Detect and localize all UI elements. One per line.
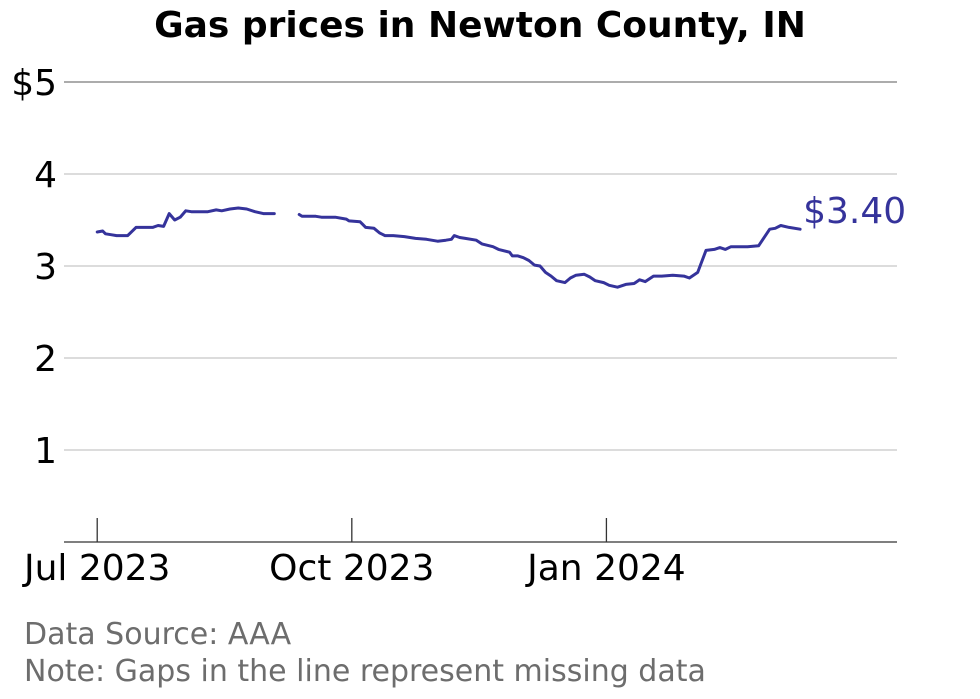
labels: $5 4 3 2 1 Jul 2023 Oct 2023 Jan 2024 $3.40 [11, 63, 906, 589]
missing-data-note: Note: Gaps in the line represent missing… [24, 654, 706, 689]
y-tick-label: 4 [34, 155, 57, 196]
x-tick-label: Oct 2023 [269, 548, 434, 589]
price-line [95, 206, 802, 289]
y-tick-label: 3 [34, 247, 57, 288]
gridlines [64, 81, 897, 451]
x-tick-label: Jul 2023 [22, 548, 171, 589]
y-tick-label: $5 [11, 63, 57, 104]
data-source-note: Data Source: AAA [24, 617, 292, 652]
end-value-label: $3.40 [803, 191, 906, 232]
price-line-segment [297, 213, 802, 289]
line-chart: $5 4 3 2 1 Jul 2023 Oct 2023 Jan 2024 $3.40 [11, 63, 906, 589]
price-line-segment [95, 206, 276, 238]
chart-title: Gas prices in Newton County, IN [154, 5, 806, 46]
x-tick-label: Jan 2024 [525, 548, 686, 589]
y-tick-label: 2 [34, 339, 57, 380]
axes [64, 518, 897, 543]
y-tick-label: 1 [34, 431, 57, 472]
